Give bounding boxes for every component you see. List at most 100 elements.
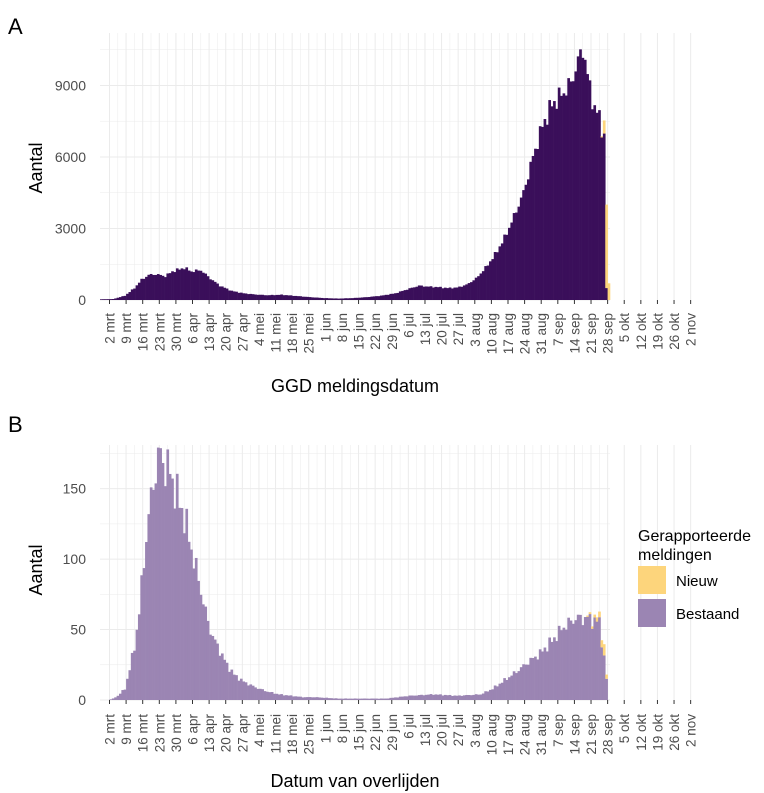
bar-bestaand — [199, 270, 203, 300]
y-tick-label: 50 — [70, 622, 86, 638]
x-tick-label: 25 mei — [302, 714, 317, 755]
bar-bestaand — [156, 274, 160, 300]
bar-bestaand — [171, 478, 174, 700]
x-tick-label: 31 aug — [534, 313, 549, 354]
bar-bestaand — [223, 287, 227, 300]
bar-bestaand — [415, 286, 419, 300]
bar-bestaand — [166, 273, 170, 300]
bar-bestaand — [194, 557, 198, 700]
bar-bestaand — [368, 698, 371, 700]
bar-bestaand — [406, 289, 409, 300]
bar-bestaand — [140, 278, 143, 300]
bar-bestaand — [541, 651, 544, 700]
bar-bestaand — [218, 655, 222, 700]
x-tick-label: 27 apr — [235, 312, 250, 351]
bar-bestaand — [242, 681, 245, 700]
y-ticks-b: 0 50 100 150 — [63, 481, 87, 708]
bar-bestaand — [595, 621, 599, 700]
bar-bestaand — [439, 694, 442, 700]
x-axis-label-b: Datum van overlijden — [270, 771, 439, 791]
x-tick-label: 10 aug — [484, 714, 499, 755]
bar-bestaand — [538, 649, 542, 700]
bar-bestaand — [292, 295, 295, 300]
bar-bestaand — [308, 297, 312, 300]
bar-bestaand — [325, 298, 329, 300]
x-tick-label: 7 sep — [551, 313, 566, 346]
bar-bestaand — [156, 447, 160, 700]
bar-bestaand — [225, 662, 229, 700]
bar-bestaand — [453, 287, 457, 300]
bar-bestaand — [557, 87, 561, 300]
bar-bestaand — [408, 288, 412, 300]
y-axis-label-b: Aantal — [26, 544, 46, 595]
bar-bestaand — [353, 698, 357, 700]
bar-bestaand — [206, 620, 210, 700]
x-tick-label: 7 sep — [551, 714, 566, 747]
bar-bestaand — [389, 697, 393, 700]
bar-bestaand — [349, 698, 352, 700]
bar-nieuw — [600, 136, 604, 138]
bar-bestaand — [114, 298, 117, 300]
bar-bestaand — [429, 286, 433, 300]
bar-bestaand — [220, 653, 224, 700]
bar-bestaand — [600, 647, 604, 700]
bar-bestaand — [341, 698, 345, 700]
x-tick-label: 27 jul — [451, 714, 466, 746]
bar-bestaand — [479, 694, 483, 700]
x-tick-label: 23 mrt — [152, 714, 167, 753]
bar-bestaand — [588, 614, 592, 700]
bar-bestaand — [417, 285, 421, 300]
x-tick-label: 21 sep — [584, 313, 599, 354]
legend-title-line-1: Gerapporteerde — [638, 528, 751, 545]
x-tick-label: 25 mei — [302, 313, 317, 354]
bar-bestaand — [135, 285, 139, 300]
bar-bestaand — [465, 694, 468, 700]
bar-bestaand — [569, 81, 573, 300]
bar-bestaand — [237, 292, 241, 300]
bar-bestaand — [377, 296, 381, 300]
x-tick-label: 29 jun — [385, 714, 400, 751]
x-tick-label: 2 nov — [684, 714, 699, 747]
bar-bestaand — [280, 694, 283, 700]
bar-bestaand — [320, 297, 324, 300]
bar-bestaand — [588, 80, 592, 300]
bar-bestaand — [114, 697, 117, 700]
bar-bestaand — [503, 234, 506, 300]
bar-bestaand — [462, 285, 466, 300]
bar-bestaand — [164, 486, 167, 700]
legend-label-bestaand: Bestaand — [676, 606, 739, 623]
bar-bestaand — [403, 696, 407, 700]
bar-bestaand — [285, 295, 288, 300]
bar-nieuw — [593, 614, 597, 618]
bar-bestaand — [137, 282, 141, 300]
bar-bestaand — [586, 616, 589, 700]
bar-bestaand — [553, 101, 556, 300]
bar-bestaand — [280, 294, 283, 300]
y-tick-label: 150 — [63, 481, 87, 497]
bar-bestaand — [334, 698, 338, 700]
bar-bestaand — [579, 49, 582, 301]
bar-bestaand — [553, 637, 556, 700]
bar-bestaand — [382, 698, 385, 700]
bar-bestaand — [470, 695, 473, 700]
bar-bestaand — [363, 698, 366, 700]
bar-bestaand — [583, 59, 587, 300]
bar-bestaand — [197, 580, 200, 700]
bar-bestaand — [237, 680, 241, 700]
bar-bestaand — [481, 693, 485, 700]
bar-bestaand — [332, 698, 336, 700]
bar-bestaand — [258, 294, 262, 300]
bar-bestaand — [118, 297, 122, 300]
bar-bestaand — [263, 295, 267, 300]
x-tick-label: 13 jul — [418, 313, 433, 345]
bar-bestaand — [187, 270, 191, 300]
bar-bestaand — [164, 277, 167, 300]
bar-bestaand — [149, 487, 153, 700]
x-tick-label: 6 apr — [186, 714, 201, 745]
x-tick-label: 26 okt — [667, 313, 682, 350]
bar-bestaand — [147, 274, 151, 300]
bar-bestaand — [202, 604, 205, 700]
bar-bestaand — [109, 699, 113, 700]
bar-bestaand — [277, 294, 281, 300]
bar-bestaand — [294, 295, 298, 300]
